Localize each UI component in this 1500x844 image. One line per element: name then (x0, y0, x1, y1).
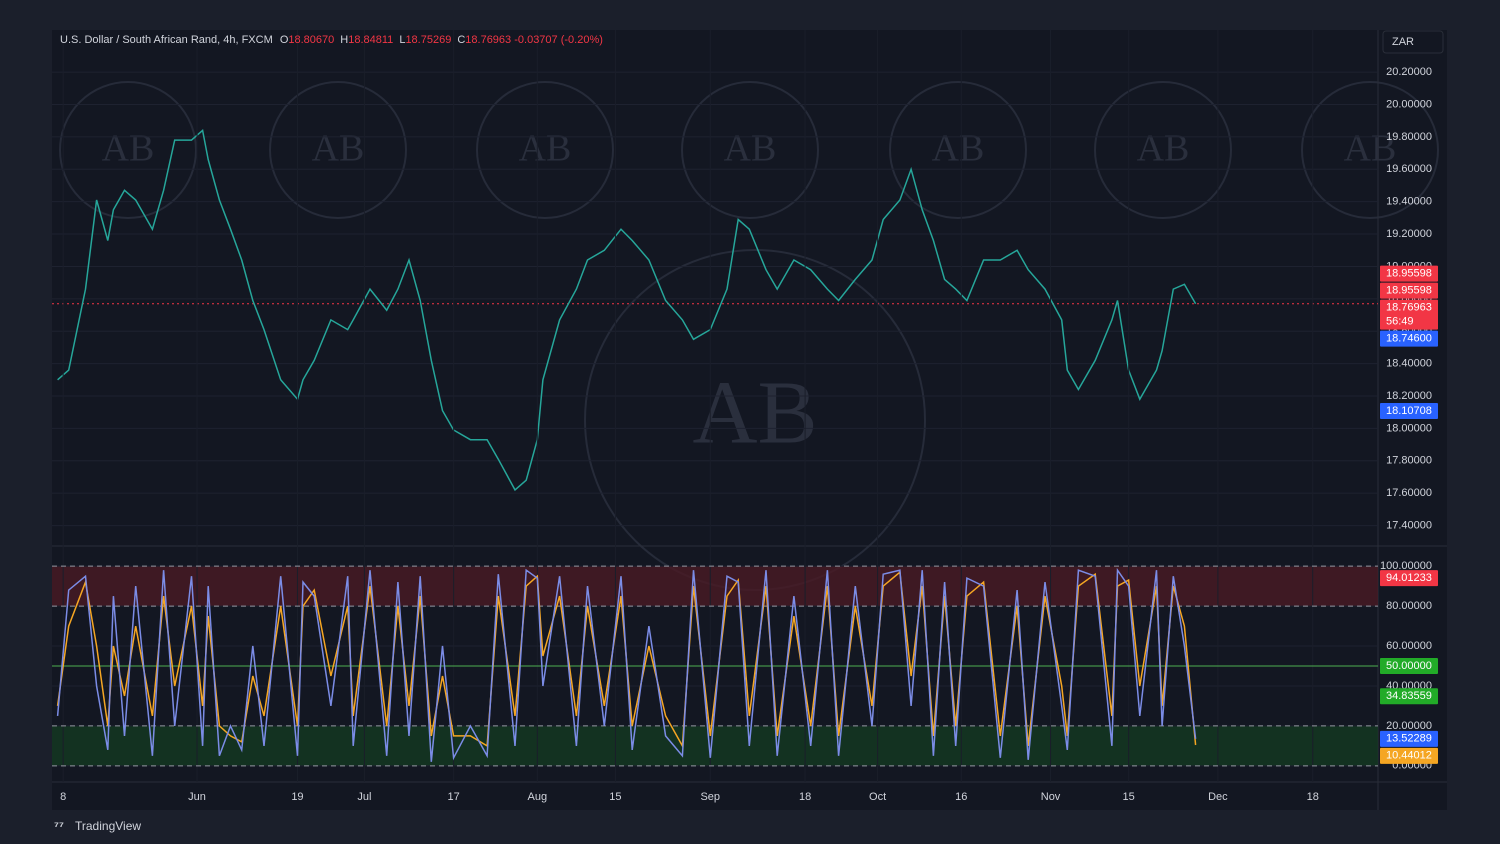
watermark: AB (1137, 128, 1190, 170)
price-marker (1380, 330, 1438, 347)
watermark-ring (476, 81, 614, 219)
price-marker-label: 18.95598 (1386, 267, 1432, 279)
price-marker-label: 94.01233 (1386, 572, 1432, 584)
x-tick-label: Dec (1208, 791, 1228, 803)
price-marker (1380, 403, 1438, 420)
plot: 17.40000 17.60000 17.80000 18.00000 18.20000… (52, 30, 1438, 803)
watermark: AB (692, 364, 817, 463)
y-tick-label: 19.60000 (1386, 163, 1432, 175)
currency[interactable]: ZAR (1392, 36, 1414, 48)
y-tick-label: 19.20000 (1386, 228, 1432, 240)
y-tick-label: 17.60000 (1386, 487, 1432, 499)
price-marker (1380, 570, 1438, 587)
y-tick-label: 19.80000 (1386, 131, 1432, 143)
countdown: 56:49 (1386, 315, 1414, 327)
series-line (56, 567, 1197, 762)
y-tick-label: 20.00000 (1386, 720, 1432, 732)
ohlc-key: L (399, 34, 405, 46)
chart-bg (52, 30, 1447, 810)
ohlc-key: O (280, 34, 289, 46)
x-tick-label: 17 (448, 791, 460, 803)
price-marker (1380, 265, 1438, 282)
x-tick-label: Jun (188, 791, 206, 803)
x-tick-label: 8 (60, 791, 66, 803)
x-tick-label: 19 (291, 791, 303, 803)
x-tick-label: Jul (357, 791, 371, 803)
price-marker-label: 34.83559 (1386, 690, 1432, 702)
price-marker-label: 18.76963 (1386, 301, 1432, 313)
watermark: AB (932, 128, 985, 170)
price-marker (1380, 747, 1438, 764)
price-marker-label: 50.00000 (1386, 660, 1432, 672)
price-marker-label: 10.44012 (1386, 750, 1432, 762)
price-marker-label: 18.10708 (1386, 405, 1432, 417)
price-marker (1380, 299, 1438, 330)
zone (52, 725, 1378, 766)
x-tick-label: Aug (528, 791, 548, 803)
logo-mark: ⁷⁷ (54, 819, 64, 833)
x-tick-label: 15 (1123, 791, 1135, 803)
header-legend: U.S. Dollar / South African Rand, 4h, FX… (60, 34, 603, 46)
ohlc: O18.80670 H18.84811 L18.75269 C18.76963 (280, 34, 511, 46)
price-marker-label: 13.52289 (1386, 733, 1432, 745)
watermark-ring (1301, 81, 1439, 219)
ohlc-value: 18.84811 (348, 34, 393, 46)
price-marker (1380, 657, 1438, 674)
series-line (57, 128, 1197, 492)
y-tick-label: 17.80000 (1386, 455, 1432, 467)
ohlc-key: H (340, 34, 348, 46)
x-tick-label: 16 (955, 791, 967, 803)
watermark-ring (59, 81, 197, 219)
symbol: U.S. Dollar / South African Rand, 4h, FX… (60, 34, 273, 46)
x-tick-label: Oct (869, 791, 886, 803)
ohlc-value: 18.76963 (465, 34, 511, 46)
watermark: AB (102, 128, 155, 170)
watermark: AB (312, 128, 365, 170)
x-tick-label: 18 (1307, 791, 1319, 803)
watermark-ring (889, 81, 1027, 219)
price-marker (1380, 730, 1438, 747)
watermark: AB (519, 128, 572, 170)
x-tick-label: Sep (700, 791, 720, 803)
price-marker-label: 18.74600 (1386, 332, 1432, 344)
y-tick-label: 17.40000 (1386, 519, 1432, 531)
price-marker-label: 18.95598 (1386, 284, 1432, 296)
ohlc-value: 18.80670 (288, 34, 334, 46)
y-tick-label: 20.00000 (1386, 98, 1432, 110)
watermark: AB (1344, 128, 1397, 170)
y-tick-label: 60.00000 (1386, 640, 1432, 652)
y-tick-label: 20.20000 (1386, 66, 1432, 78)
footer: TradingView (75, 819, 141, 833)
y-tick-label: 19.40000 (1386, 196, 1432, 208)
y-tick-label: 18.00000 (1386, 422, 1432, 434)
watermark-ring (681, 81, 819, 219)
x-tick-label: Nov (1041, 791, 1061, 803)
y-tick-label: 18.40000 (1386, 358, 1432, 370)
ohlc-key: C (457, 34, 465, 46)
ohlc-value: 18.75269 (405, 34, 451, 46)
price-marker (1380, 282, 1438, 299)
watermark-ring (1094, 81, 1232, 219)
x-tick-label: 15 (609, 791, 621, 803)
zone (52, 566, 1378, 607)
y-tick-label: 18.20000 (1386, 390, 1432, 402)
watermark: AB (724, 128, 777, 170)
change: -0.03707 (-0.20%) (514, 34, 603, 46)
watermark-ring (269, 81, 407, 219)
y-tick-label: 100.00000 (1380, 560, 1432, 572)
y-tick-label: 80.00000 (1386, 600, 1432, 612)
x-tick-label: 18 (799, 791, 811, 803)
price-marker (1380, 688, 1438, 705)
currency-button[interactable] (1382, 30, 1444, 54)
